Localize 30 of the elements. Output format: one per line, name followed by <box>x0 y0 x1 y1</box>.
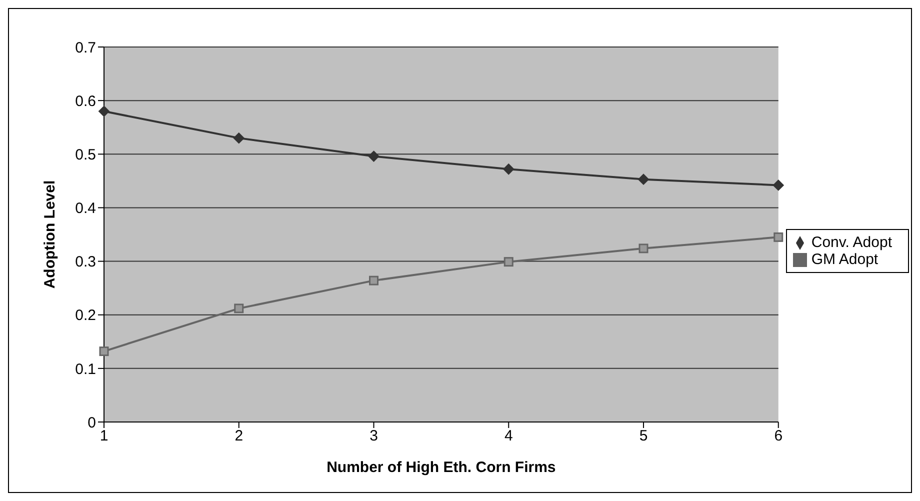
x-tick-label: 3 <box>370 428 378 445</box>
point <box>368 150 380 162</box>
point <box>233 132 244 144</box>
legend-label: Conv. Adopt <box>811 234 892 250</box>
legend-label: GM Adopt <box>811 250 878 268</box>
y-tick-label: 0.5 <box>75 146 96 164</box>
point <box>772 180 784 191</box>
y-tick-label: 0.6 <box>75 92 96 110</box>
point <box>369 276 378 286</box>
point <box>504 257 514 267</box>
point <box>638 174 649 185</box>
y-tick-label: 0.7 <box>75 39 96 56</box>
point <box>774 232 784 242</box>
y-tick-label: 0.2 <box>75 307 96 324</box>
x-tick-label: 5 <box>639 428 648 445</box>
y-axis-title: Adoption Level <box>41 180 58 289</box>
point <box>234 304 244 314</box>
y-tick-label: 0.1 <box>75 360 96 378</box>
x-axis-title: Number of High Eth. Corn Firms <box>326 459 556 476</box>
x-tick-label: 6 <box>774 428 783 445</box>
point <box>98 106 110 117</box>
point <box>99 346 109 356</box>
y-tick-label: 0.4 <box>75 200 96 218</box>
x-tick-label: 4 <box>504 428 513 445</box>
x-tick-label: 2 <box>234 428 244 445</box>
x-tick-label: 1 <box>100 428 108 445</box>
y-tick-label: 0 <box>88 414 96 432</box>
point <box>503 164 514 175</box>
point <box>638 244 648 254</box>
y-tick-label: 0.3 <box>75 254 96 271</box>
